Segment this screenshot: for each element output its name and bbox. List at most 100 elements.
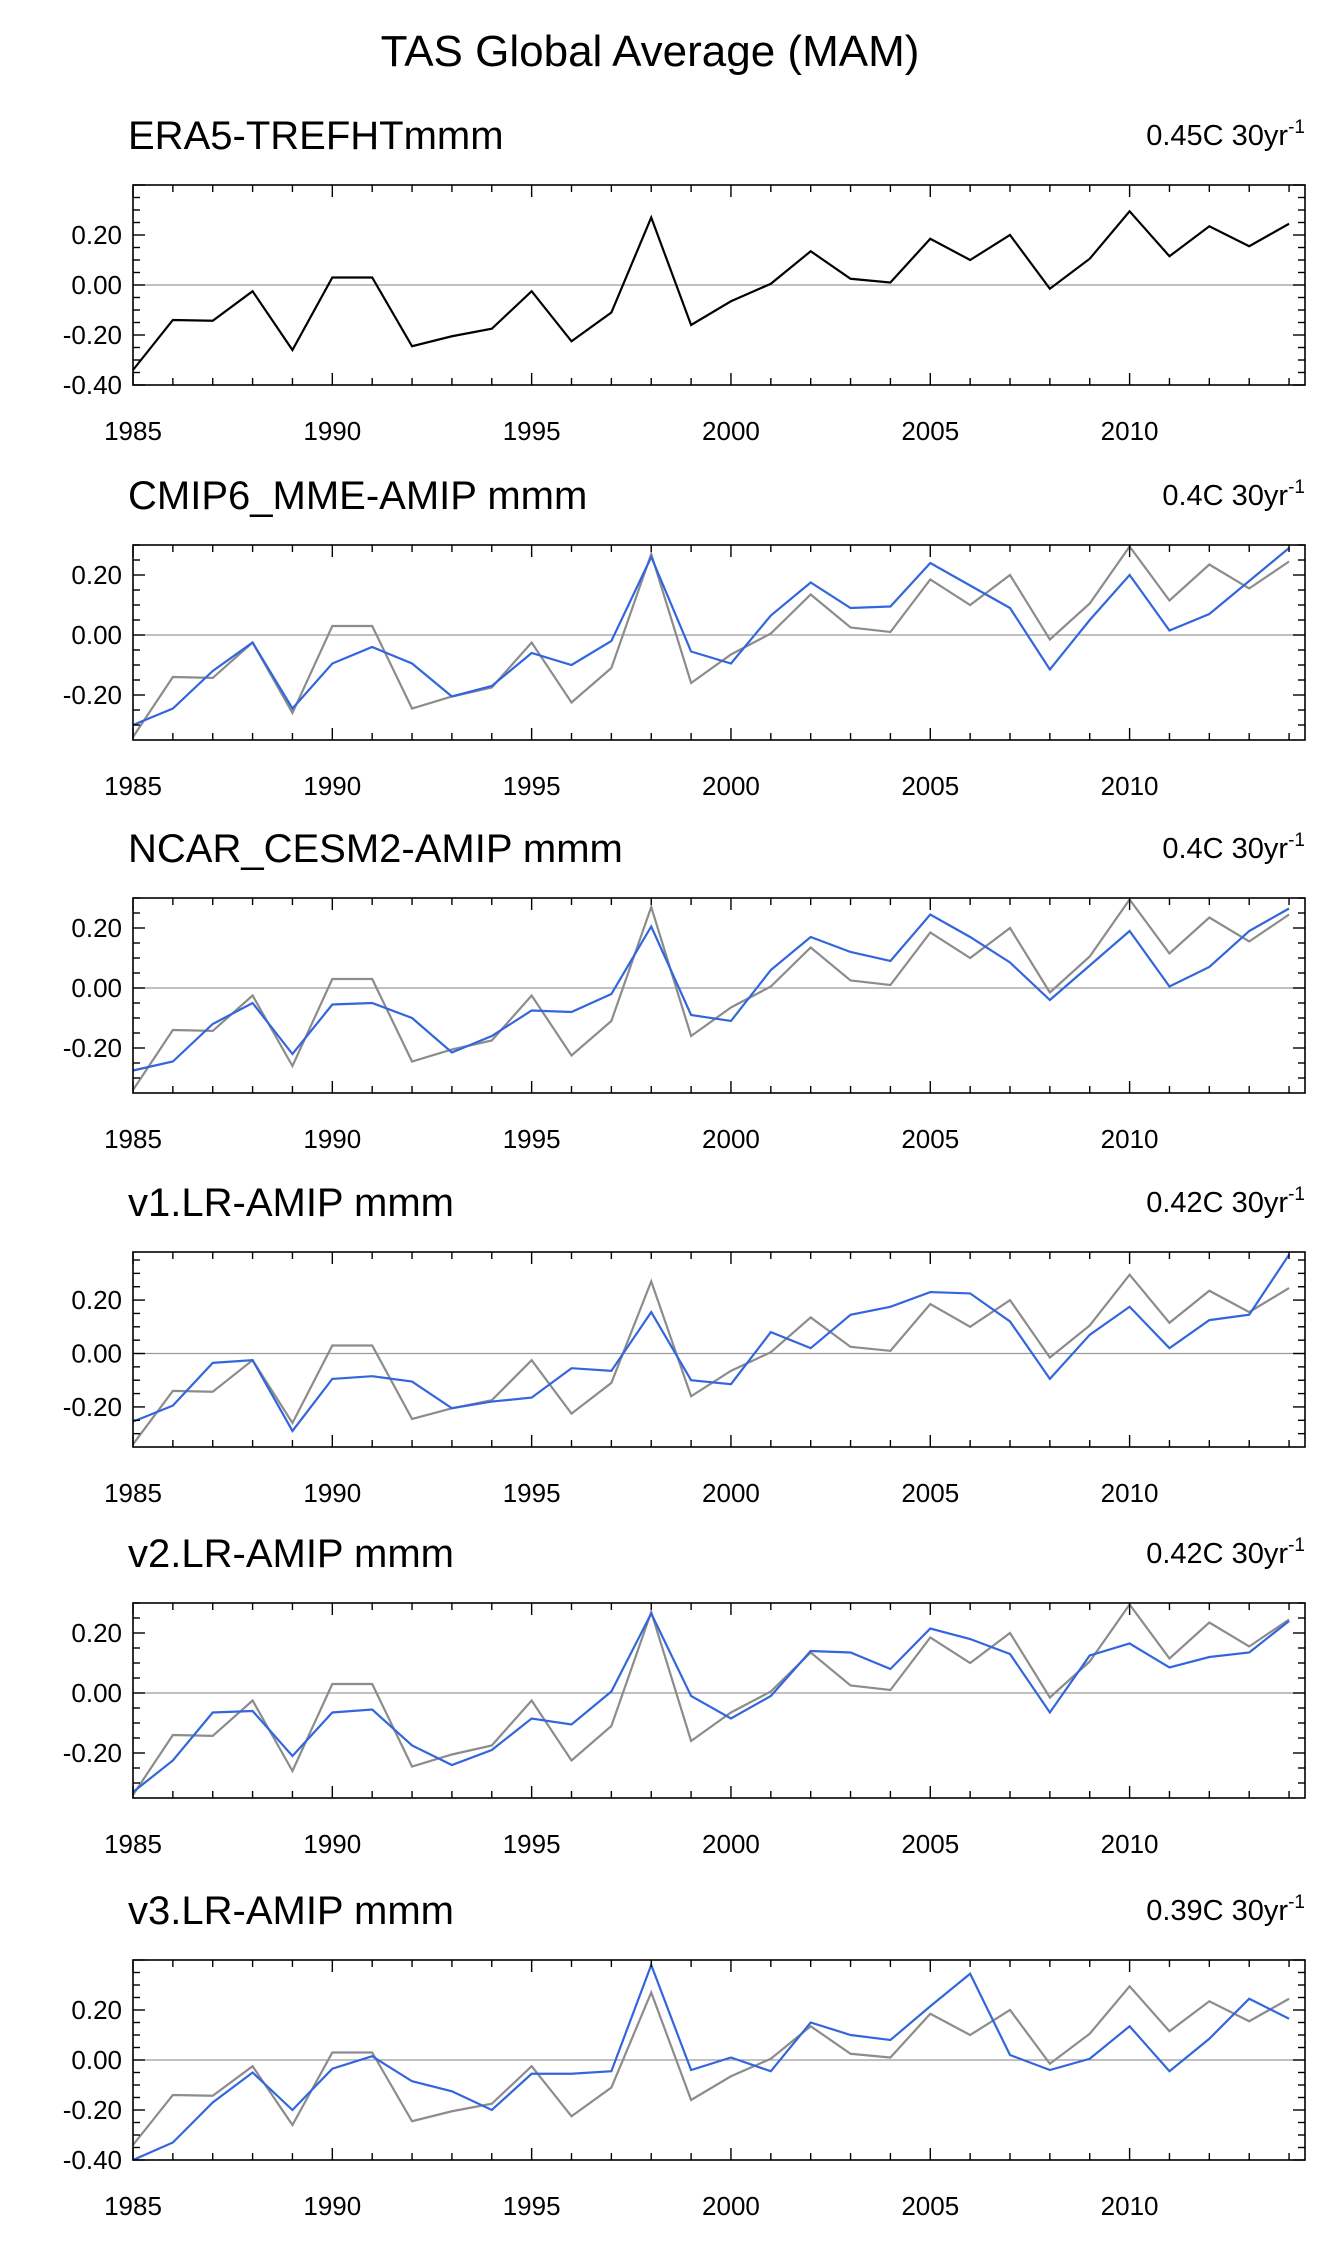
y-tick-label: -0.20 — [63, 2095, 122, 2125]
x-tick-label: 2005 — [901, 1478, 959, 1508]
panels-group: ERA5-TREFHTmmm 0.45C 30yr-1-0.40-0.200.00… — [63, 114, 1306, 2221]
y-tick-label: -0.20 — [63, 1392, 122, 1422]
trend-exponent: -1 — [1288, 477, 1305, 498]
x-tick-label: 2005 — [901, 771, 959, 801]
y-tick-label: 0.20 — [71, 1618, 122, 1648]
x-tick-label: 2010 — [1101, 771, 1159, 801]
y-tick-label: 0.20 — [71, 1285, 122, 1315]
y-tick-label: -0.20 — [63, 320, 122, 350]
x-tick-label: 2005 — [901, 1829, 959, 1859]
x-tick-label: 1995 — [503, 1829, 561, 1859]
x-tick-label: 2005 — [901, 416, 959, 446]
panel-title: CMIP6_MME-AMIP mmm — [128, 474, 587, 518]
trend-annotation: 0.42C 30yr-1 — [1146, 1184, 1305, 1219]
chart-panel: v1.LR-AMIP mmm 0.42C 30yr-1 -0.20 0.00 0.20 1… — [63, 1181, 1306, 1508]
x-tick-label: 1985 — [104, 2191, 162, 2221]
x-tick-label: 2000 — [702, 1124, 760, 1154]
x-tick-label: 2000 — [702, 2191, 760, 2221]
trend-annotation: 0.4C 30yr-1 — [1162, 830, 1305, 865]
trend-exponent: -1 — [1288, 830, 1305, 851]
y-tick-label: 0.00 — [71, 1339, 122, 1369]
reference-series-line — [132, 1984, 1290, 2146]
x-tick-label: 1985 — [104, 771, 162, 801]
trend-exponent: -1 — [1288, 1184, 1305, 1205]
y-tick-label: 0.20 — [71, 220, 122, 250]
y-tick-label: 0.00 — [71, 1678, 122, 1708]
x-tick-label: 2010 — [1101, 2191, 1159, 2221]
x-tick-label: 1985 — [104, 1124, 162, 1154]
chart-panel: NCAR_CESM2-AMIP mmm 0.4C 30yr-1 -0.20 0.00 0… — [63, 827, 1306, 1154]
x-tick-label: 2010 — [1101, 1829, 1159, 1859]
trend-annotation: 0.4C 30yr-1 — [1162, 477, 1305, 512]
y-tick-label: -0.40 — [63, 370, 122, 400]
y-tick-label: 0.00 — [71, 270, 122, 300]
y-tick-label: -0.20 — [63, 1738, 122, 1768]
x-tick-label: 2000 — [702, 1478, 760, 1508]
trend-value: 0.4C 30yr — [1162, 833, 1288, 865]
x-tick-label: 2010 — [1101, 1478, 1159, 1508]
y-tick-label: -0.20 — [63, 1033, 122, 1063]
x-tick-label: 2010 — [1101, 416, 1159, 446]
panel-title: v3.LR-AMIP mmm — [128, 1889, 454, 1933]
x-tick-label: 1990 — [303, 771, 361, 801]
trend-exponent: -1 — [1288, 117, 1305, 138]
y-tick-label: 0.20 — [71, 1995, 122, 2025]
trend-value: 0.39C 30yr — [1146, 1895, 1288, 1927]
trend-annotation: 0.42C 30yr-1 — [1146, 1535, 1305, 1570]
x-tick-label: 1995 — [503, 1124, 561, 1154]
x-tick-label: 1990 — [303, 1478, 361, 1508]
model-series-line — [132, 1961, 1290, 2162]
chart-panel: ERA5-TREFHTmmm 0.45C 30yr-1 -0.40 -0.20 0.00… — [63, 114, 1306, 446]
trend-value: 0.42C 30yr — [1146, 1187, 1288, 1219]
trend-exponent: -1 — [1288, 1535, 1305, 1556]
plot-frame — [132, 544, 1306, 741]
plot-frame — [132, 897, 1306, 1094]
x-tick-label: 1995 — [503, 1478, 561, 1508]
x-tick-label: 1995 — [503, 2191, 561, 2221]
x-tick-label: 2000 — [702, 416, 760, 446]
x-tick-label: 1985 — [104, 1829, 162, 1859]
reference-series-line — [132, 1272, 1290, 1445]
panel-title: v2.LR-AMIP mmm — [128, 1532, 454, 1576]
trend-value: 0.4C 30yr — [1162, 480, 1288, 512]
panel-title: v1.LR-AMIP mmm — [128, 1181, 454, 1225]
plot-frame — [132, 1602, 1306, 1799]
reference-series-line — [132, 897, 1290, 1091]
x-tick-label: 1990 — [303, 2191, 361, 2221]
y-tick-label: 0.20 — [71, 913, 122, 943]
panel-title: NCAR_CESM2-AMIP mmm — [128, 827, 623, 871]
x-tick-label: 2005 — [901, 1124, 959, 1154]
model-series-line — [132, 209, 1290, 371]
trend-value: 0.45C 30yr — [1146, 120, 1288, 152]
x-tick-label: 2005 — [901, 2191, 959, 2221]
trend-annotation: 0.39C 30yr-1 — [1146, 1892, 1305, 1927]
y-tick-label: 0.00 — [71, 2045, 122, 2075]
panel-title: ERA5-TREFHTmmm — [128, 114, 504, 158]
y-tick-label: -0.40 — [63, 2145, 122, 2175]
figure-title: TAS Global Average (MAM) — [381, 27, 920, 76]
x-tick-label: 1990 — [303, 1124, 361, 1154]
chart-panel: v2.LR-AMIP mmm 0.42C 30yr-1 -0.20 0.00 0.20 1… — [63, 1532, 1306, 1859]
plot-frame — [132, 1251, 1306, 1448]
x-tick-label: 1985 — [104, 416, 162, 446]
y-tick-label: -0.20 — [63, 680, 122, 710]
x-tick-label: 2010 — [1101, 1124, 1159, 1154]
x-tick-label: 1995 — [503, 416, 561, 446]
reference-series-line — [132, 544, 1290, 738]
x-tick-label: 2000 — [702, 771, 760, 801]
chart-panel: CMIP6_MME-AMIP mmm 0.4C 30yr-1 -0.20 0.00 0.… — [63, 474, 1306, 801]
y-tick-label: 0.00 — [71, 973, 122, 1003]
x-tick-label: 1990 — [303, 416, 361, 446]
trend-value: 0.42C 30yr — [1146, 1538, 1288, 1570]
trend-exponent: -1 — [1288, 1892, 1305, 1913]
model-series-line — [132, 1254, 1290, 1433]
trend-annotation: 0.45C 30yr-1 — [1146, 117, 1305, 152]
model-series-line — [132, 547, 1290, 727]
y-tick-label: 0.00 — [71, 620, 122, 650]
y-tick-label: 0.20 — [71, 560, 122, 590]
chart-panel: v3.LR-AMIP mmm 0.39C 30yr-1 -0.40 -0.20 0.00… — [63, 1889, 1306, 2221]
model-series-line — [132, 907, 1290, 1072]
x-tick-label: 1995 — [503, 771, 561, 801]
x-tick-label: 2000 — [702, 1829, 760, 1859]
